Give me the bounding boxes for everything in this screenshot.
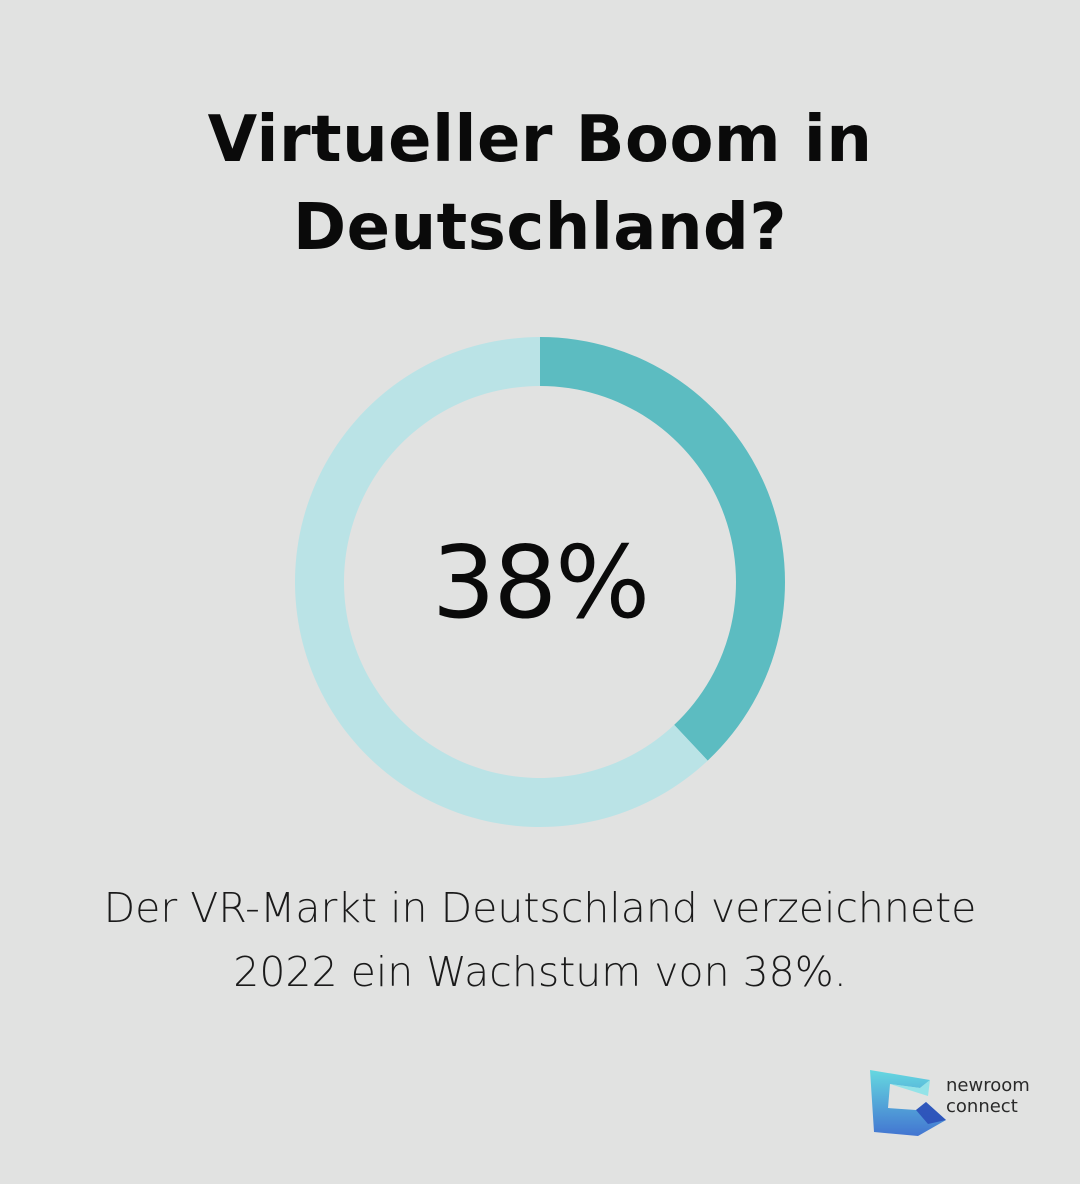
brand-logo: newroom connect — [868, 1066, 1058, 1140]
logo-text-line-1: newroom — [946, 1075, 1030, 1096]
caption-line-1: Der VR-Markt in Deutschland verzeichnete — [103, 884, 977, 932]
caption-line-2: 2022 ein Wachstum von 38%. — [233, 948, 847, 996]
chart-title-line-1: Virtueller Boom in — [207, 103, 873, 177]
donut-center-value: 38% — [431, 523, 650, 641]
logo-text-line-2: connect — [946, 1096, 1018, 1117]
donut-chart — [294, 337, 785, 827]
donut-slice-remainder — [294, 337, 708, 827]
newroom-connect-logo-icon — [870, 1070, 946, 1136]
caption: Der VR-Markt in Deutschland verzeichnete… — [0, 876, 1080, 1004]
chart-title-line-2: Deutschland? — [293, 191, 787, 265]
logo-text: newroom connect — [946, 1075, 1030, 1117]
donut-slice-highlight — [540, 337, 785, 761]
chart-title: Virtueller Boom in Deutschland? — [0, 96, 1080, 272]
